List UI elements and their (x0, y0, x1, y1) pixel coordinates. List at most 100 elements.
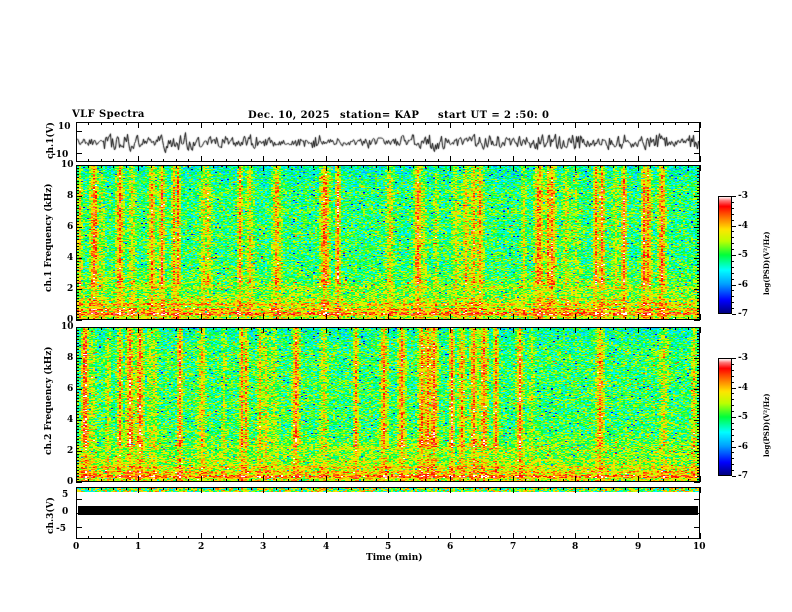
xtick-ch1spec-13 (238, 165, 239, 168)
xtick-bottom-ch3wave-26 (400, 536, 401, 539)
xtick-bottom-ch2spec-27 (413, 479, 414, 482)
ytick-right-ch2-15 (697, 436, 700, 437)
xtick-bottom-ch3wave-34 (500, 536, 501, 539)
ytick-right-ch2-26 (697, 401, 700, 402)
ytick-right-ch1-32 (697, 221, 700, 222)
xtick-bottom-ch1spec-4 (126, 317, 127, 320)
xtick-ch2spec-13 (238, 327, 239, 330)
xtick-ch1wave-24 (376, 122, 377, 125)
xtick-bottom-ch1wave-42 (600, 159, 601, 162)
xtick-bottom-ch2spec-34 (500, 479, 501, 482)
xtick-ch3wave-50 (700, 487, 701, 493)
xtick-ch1wave-45 (638, 122, 639, 128)
xtick-ch1wave-48 (675, 122, 676, 125)
ytick-ch1wave-1 (76, 153, 82, 154)
xtick-ch1spec-29 (438, 165, 439, 168)
xtick-bottom-ch1spec-39 (563, 317, 564, 320)
cbtick-label-cb2--5: -5 (738, 412, 748, 422)
ytick-right-ch2-6 (697, 463, 700, 464)
xtick-bottom-ch2spec-4 (126, 479, 127, 482)
ytick-right-ch2-32 (697, 383, 700, 384)
ytick-right-ch2-18 (697, 426, 700, 427)
cbtick-label-cb2--3: -3 (738, 353, 748, 363)
xtick-ch2spec-15 (263, 327, 264, 333)
xtick-bottom-ch1spec-47 (663, 317, 664, 320)
ytick-ch1-35 (76, 212, 79, 213)
ytick-ch2-14 (76, 439, 79, 440)
xtick-ch2spec-50 (700, 327, 701, 333)
ytick-right-ch1-27 (697, 236, 700, 237)
xtick-bottom-ch1spec-19 (313, 317, 314, 320)
xtick-ch1spec-18 (301, 165, 302, 168)
xtick-bottom-ch1wave-47 (663, 159, 664, 162)
xtick-bottom-ch1spec-9 (188, 317, 189, 320)
xtick-label-6: 6 (447, 542, 454, 552)
xtick-ch3wave-32 (475, 487, 476, 490)
xtick-bottom-ch1wave-28 (425, 159, 426, 162)
xtick-ch1spec-22 (351, 165, 352, 168)
xtick-bottom-ch3wave-30 (450, 533, 451, 539)
ytick-label-ch1-4: 4 (67, 253, 74, 263)
xtick-ch2spec-3 (113, 327, 114, 330)
xtick-ch1spec-37 (538, 165, 539, 168)
xtick-bottom-ch1spec-14 (251, 317, 252, 320)
xtick-bottom-ch1spec-28 (425, 317, 426, 320)
xtick-ch2spec-8 (176, 327, 177, 330)
xtick-bottom-ch3wave-28 (425, 536, 426, 539)
ytick-ch1-16 (76, 270, 79, 271)
xtick-bottom-ch1spec-45 (638, 314, 639, 320)
ytick-right-ch1-0 (694, 320, 700, 321)
xtick-bottom-ch1spec-38 (550, 317, 551, 320)
xtick-ch2spec-19 (313, 327, 314, 330)
xtick-bottom-ch1wave-8 (176, 159, 177, 162)
ytick-ch3wave-r-2 (694, 527, 700, 528)
xtick-bottom-ch1spec-12 (226, 317, 227, 320)
xtick-bottom-ch1wave-13 (238, 159, 239, 162)
xtick-ch1wave-3 (113, 122, 114, 125)
xtick-ch1spec-17 (288, 165, 289, 168)
ytick-right-ch2-29 (697, 392, 700, 393)
xtick-bottom-ch1wave-48 (675, 159, 676, 162)
xtick-bottom-ch3wave-10 (201, 533, 202, 539)
cbminor-cb1-7 (732, 273, 734, 274)
xtick-bottom-ch1wave-50 (700, 156, 701, 162)
xtick-bottom-ch1spec-2 (101, 317, 102, 320)
ytick-right-ch2-34 (697, 377, 700, 378)
xtick-bottom-ch1spec-6 (151, 317, 152, 320)
ytick-right-ch2-13 (697, 442, 700, 443)
xtick-ch1wave-26 (400, 122, 401, 125)
ytick-ch2-23 (76, 411, 79, 412)
xtick-ch2spec-41 (588, 327, 589, 330)
xtick-ch3wave-16 (276, 487, 277, 490)
ytick-right-ch2-17 (697, 429, 700, 430)
xtick-bottom-ch2spec-31 (463, 479, 464, 482)
xtick-bottom-ch1wave-23 (363, 159, 364, 162)
colorbar-ch1-label: log(PSD)(V²/Hz) (762, 231, 771, 295)
xtick-bottom-ch1wave-33 (488, 159, 489, 162)
xtick-ch2spec-29 (438, 327, 439, 330)
ytick-ch2-29 (76, 392, 79, 393)
xtick-ch2spec-6 (151, 327, 152, 330)
ytick-right-ch1-5 (697, 305, 700, 306)
xtick-ch3wave-41 (588, 487, 589, 490)
ytick-ch1-17 (76, 267, 79, 268)
ytick-ch2-0 (76, 482, 82, 483)
ch2-spectrogram-image (77, 328, 699, 481)
xtick-bottom-ch1wave-10 (201, 156, 202, 162)
cbminor-cb2-17 (732, 376, 734, 377)
xtick-ch1wave-43 (613, 122, 614, 125)
ytick-right-ch1-47 (697, 174, 700, 175)
xtick-ch2spec-11 (213, 327, 214, 330)
xtick-bottom-ch1spec-24 (376, 317, 377, 320)
ytick-right-ch2-28 (697, 395, 700, 396)
xtick-bottom-ch1spec-18 (301, 317, 302, 320)
xtick-ch3wave-39 (563, 487, 564, 490)
ytick-right-ch1-11 (697, 286, 700, 287)
xtick-ch3wave-42 (600, 487, 601, 490)
xtick-label-10: 10 (693, 542, 706, 552)
xtick-ch2spec-1 (88, 327, 89, 330)
xtick-ch3wave-28 (425, 487, 426, 490)
ytick-ch2-39 (76, 361, 79, 362)
ytick-right-ch1-16 (697, 270, 700, 271)
cbminor-cb2-18 (732, 370, 734, 371)
